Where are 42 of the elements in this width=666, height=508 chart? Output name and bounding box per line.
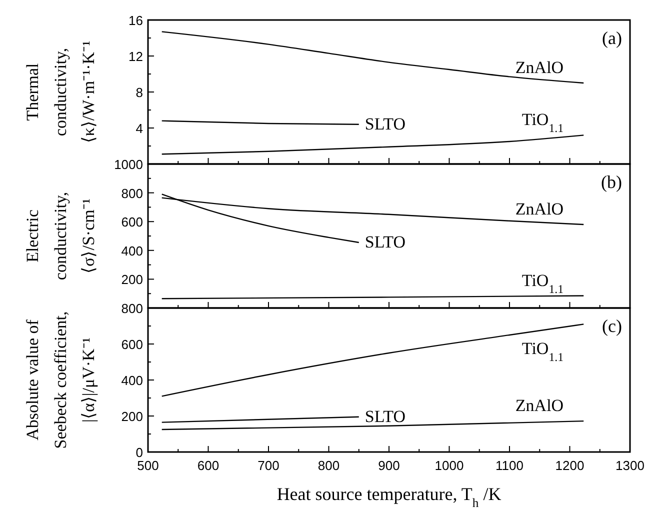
y-tick-label: 200 xyxy=(121,272,143,288)
x-tick-label: 1100 xyxy=(496,458,524,473)
y-axis-title: Thermal conductivity, ⟨κ⟩/W·m⁻¹·K⁻¹ xyxy=(23,40,98,144)
y-axis-title: Electric conductivity, ⟨σ⟩/S·cm⁻¹ xyxy=(23,192,98,280)
annotation: (c) xyxy=(602,316,622,336)
series-label: SLTO xyxy=(364,232,406,252)
annotation: (b) xyxy=(601,172,622,192)
x-tick-label: 1300 xyxy=(616,458,644,473)
x-tick-label: 700 xyxy=(258,458,280,473)
y-tick-label: 12 xyxy=(128,49,143,64)
y-tick-label: 16 xyxy=(128,13,143,28)
y-tick-label: 0 xyxy=(136,445,143,460)
x-tick-label: 500 xyxy=(137,458,159,473)
x-tick-label: 1200 xyxy=(555,458,584,473)
x-tick-label: 600 xyxy=(197,458,220,473)
series-label: TiO$_{1.1}$ xyxy=(522,270,564,296)
y-tick-label: 200 xyxy=(121,409,143,424)
series-label: SLTO xyxy=(364,114,406,134)
y-tick-label: 800 xyxy=(121,186,143,201)
line-series xyxy=(161,31,584,84)
series-label: ZnAlO xyxy=(515,58,564,77)
y-axis-title: Absolute value of Seebeck coefficient, |⟨α⟩|/μV·K⁻¹ xyxy=(23,311,98,449)
y-tick-label: 400 xyxy=(121,373,143,388)
y-tick-label: 1000 xyxy=(114,157,143,172)
line-series xyxy=(161,324,584,397)
y-tick-label: 800 xyxy=(121,301,143,316)
y-tick-label: 600 xyxy=(121,214,143,230)
series-label: ZnAlO xyxy=(515,199,564,218)
series-label: SLTO xyxy=(364,406,406,426)
y-tick-label: 8 xyxy=(136,85,143,100)
x-tick-label: 1000 xyxy=(434,458,464,473)
series-label: ZnAlO xyxy=(515,396,564,416)
annotation: (a) xyxy=(602,28,622,48)
line-series xyxy=(161,134,584,155)
series-label: TiO$_{1.1}$ xyxy=(522,110,564,136)
y-tick-label: 600 xyxy=(121,337,143,352)
series-label: TiO$_{1.1}$ xyxy=(522,339,564,364)
x-axis-title: Heat source temperature, T$_{h}$/K xyxy=(276,484,502,508)
x-tick-label: 900 xyxy=(378,458,400,473)
y-tick-label: 4 xyxy=(136,121,143,136)
x-tick-label: 800 xyxy=(318,458,340,473)
y-tick-label: 400 xyxy=(121,243,143,258)
